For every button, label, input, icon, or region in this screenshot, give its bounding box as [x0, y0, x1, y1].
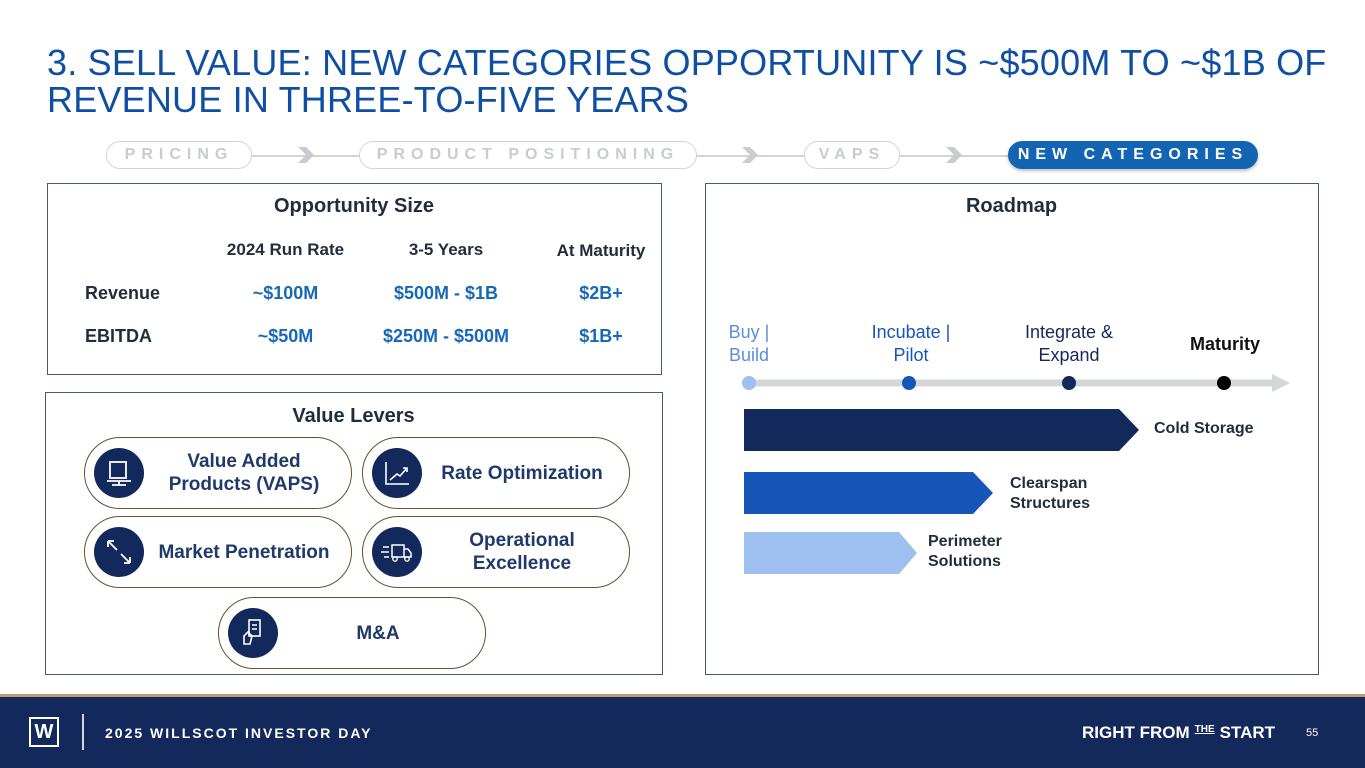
lever-label: M&A — [356, 622, 400, 644]
table-cell: $500M - $1B — [393, 283, 499, 303]
lever-rate-optimization: Rate Optimization — [362, 437, 630, 509]
tagline-left: RIGHT FROM — [1082, 723, 1190, 742]
table-cell: $250M - $500M — [382, 326, 510, 346]
handshake-document-icon — [228, 608, 278, 658]
panel-title: Opportunity Size — [274, 195, 434, 217]
column-header: 3-5 Years — [408, 240, 484, 259]
bar-perimeter-solutions — [744, 532, 917, 574]
stage-dot — [1062, 376, 1076, 390]
panel-title: Value Levers — [292, 405, 415, 427]
opportunity-size-panel: Opportunity Size 2024 Run Rate 3-5 Years… — [47, 183, 662, 375]
page-number: 55 — [1306, 727, 1319, 739]
tagline: RIGHT FROM THE START — [1082, 723, 1275, 743]
lever-vaps: Value Added Products (VAPS) — [84, 437, 352, 509]
table-cell: $2B+ — [579, 283, 623, 303]
roadmap-panel: Roadmap Buy | Build Incubate | Pilot Int… — [705, 183, 1319, 675]
stage-dot — [1217, 376, 1231, 390]
tagline-the: THE — [1194, 723, 1215, 735]
column-header: 2024 Run Rate — [226, 240, 345, 259]
chevron-right-icon — [298, 147, 314, 163]
lever-operational-excellence: Operational Excellence — [362, 516, 630, 588]
event-name: 2025 WILLSCOT INVESTOR DAY — [105, 725, 373, 741]
step-vaps: VAPS — [804, 141, 900, 169]
bar-label: Clearspan Structures — [1010, 475, 1091, 512]
footer: W 2025 WILLSCOT INVESTOR DAY RIGHT FROM … — [0, 697, 1365, 768]
value-levers-panel: Value Levers Value Added Products (VAPS)… — [45, 392, 663, 675]
row-label-revenue: Revenue — [85, 283, 161, 303]
lever-label: Operational Excellence — [469, 530, 575, 574]
step-pricing: PRICING — [106, 141, 252, 169]
bar-cold-storage — [744, 409, 1139, 451]
row-label-ebitda: EBITDA — [85, 326, 152, 346]
stage-dot — [902, 376, 916, 390]
lever-label: Value Added Products (VAPS) — [168, 451, 320, 495]
step-new-categories: NEW CATEGORIES — [1008, 141, 1258, 169]
table-cell: ~$100M — [252, 283, 319, 303]
stage-dot — [742, 376, 756, 390]
expand-arrows-icon — [94, 527, 144, 577]
chevron-right-icon — [742, 147, 758, 163]
logo-letter: W — [34, 720, 54, 743]
stage-incubate-pilot: Incubate | Pilot — [871, 322, 951, 365]
footer-divider — [82, 714, 84, 750]
delivery-truck-icon — [372, 527, 422, 577]
monitor-icon — [94, 448, 144, 498]
slide-title: 3. SELL VALUE: NEW CATEGORIES OPPORTUNIT… — [47, 42, 1327, 120]
lever-m-and-a: M&A — [218, 597, 486, 669]
stage-integrate-expand: Integrate & Expand — [1024, 322, 1114, 365]
column-header: At Maturity — [556, 241, 646, 260]
bar-label: Cold Storage — [1154, 420, 1254, 437]
roadmap-timeline — [742, 374, 1290, 574]
lever-label: Rate Optimization — [441, 462, 603, 484]
chevron-right-icon — [946, 147, 962, 163]
panel-title: Roadmap — [965, 195, 1058, 217]
willscot-logo: W — [29, 717, 59, 747]
lever-label: Market Penetration — [158, 541, 330, 563]
table-cell: $1B+ — [579, 326, 623, 346]
bar-label: Perimeter Solutions — [928, 533, 1002, 570]
stage-maturity: Maturity — [1189, 334, 1260, 354]
trend-chart-icon — [372, 448, 422, 498]
stage-buy-build: Buy | Build — [728, 322, 770, 365]
table-cell: ~$50M — [257, 326, 314, 346]
timeline-arrowhead — [1272, 374, 1290, 392]
lever-market-penetration: Market Penetration — [84, 516, 352, 588]
step-product-positioning: PRODUCT POSITIONING — [359, 141, 697, 169]
tagline-right: START — [1219, 723, 1276, 742]
bar-clearspan-structures — [744, 472, 993, 514]
